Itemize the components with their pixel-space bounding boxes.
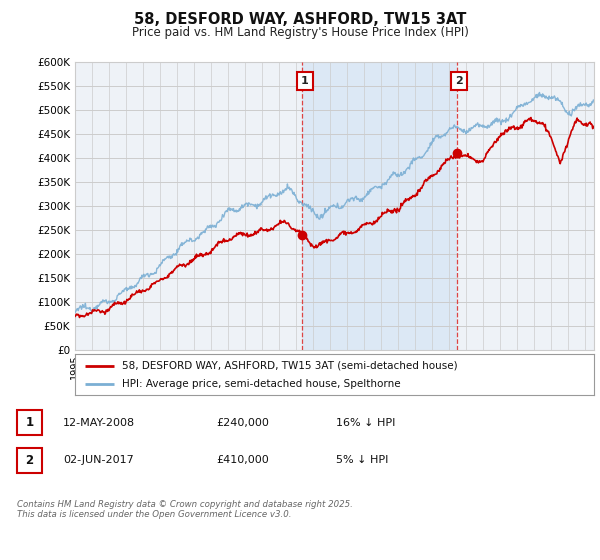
Text: 16% ↓ HPI: 16% ↓ HPI: [336, 418, 395, 428]
Text: HPI: Average price, semi-detached house, Spelthorne: HPI: Average price, semi-detached house,…: [122, 379, 400, 389]
Text: 5% ↓ HPI: 5% ↓ HPI: [336, 455, 388, 465]
Text: Price paid vs. HM Land Registry's House Price Index (HPI): Price paid vs. HM Land Registry's House …: [131, 26, 469, 39]
Text: 1: 1: [25, 416, 34, 430]
Text: 58, DESFORD WAY, ASHFORD, TW15 3AT: 58, DESFORD WAY, ASHFORD, TW15 3AT: [134, 12, 466, 27]
Text: 2: 2: [25, 454, 34, 467]
Text: 02-JUN-2017: 02-JUN-2017: [63, 455, 134, 465]
Text: 1: 1: [301, 76, 309, 86]
Text: Contains HM Land Registry data © Crown copyright and database right 2025.
This d: Contains HM Land Registry data © Crown c…: [17, 500, 353, 519]
Text: 12-MAY-2008: 12-MAY-2008: [63, 418, 135, 428]
Text: 2: 2: [455, 76, 463, 86]
Text: 58, DESFORD WAY, ASHFORD, TW15 3AT (semi-detached house): 58, DESFORD WAY, ASHFORD, TW15 3AT (semi…: [122, 361, 457, 371]
Text: £240,000: £240,000: [216, 418, 269, 428]
Bar: [302, 62, 457, 350]
Text: £410,000: £410,000: [216, 455, 269, 465]
